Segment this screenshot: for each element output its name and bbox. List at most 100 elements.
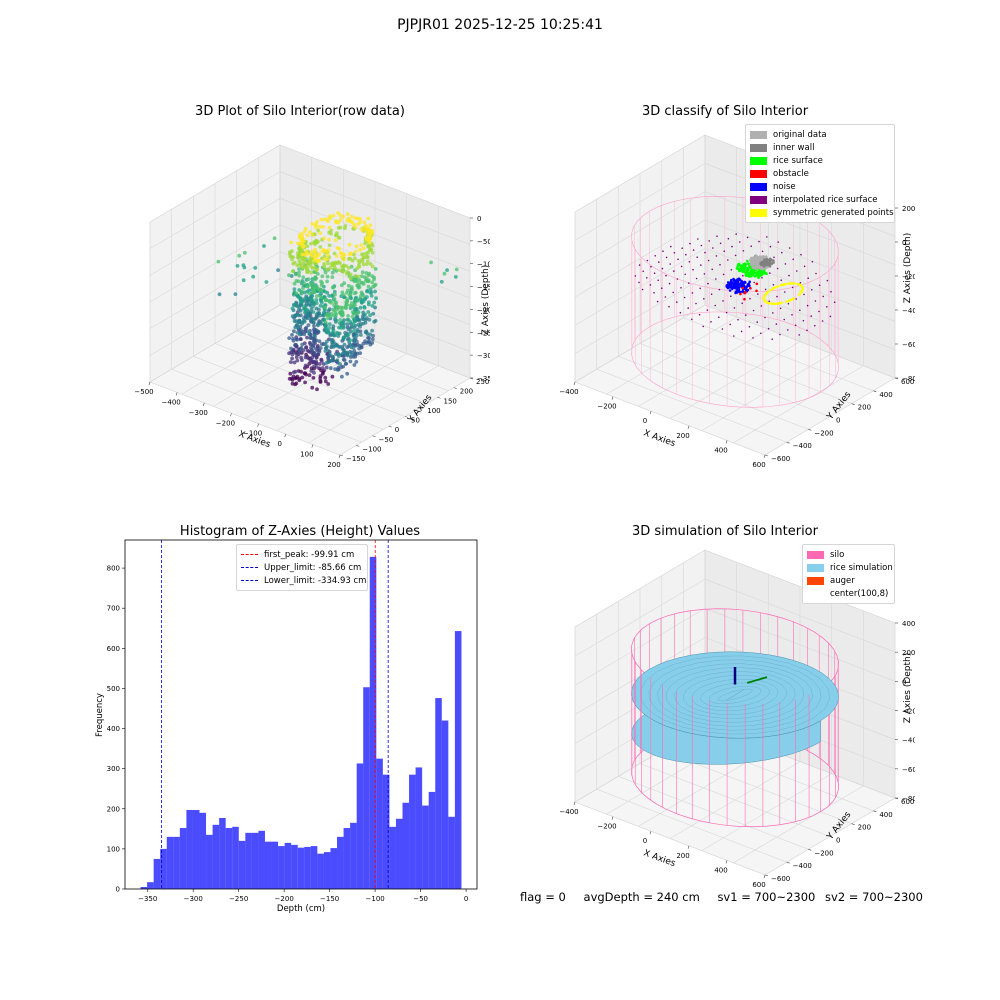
legend-entry: inner wall [750,141,890,154]
data-point [310,385,315,390]
data-point [307,291,312,296]
data-point [339,311,344,316]
data-point [321,310,326,315]
histogram-bar [376,758,383,889]
original-point [755,261,759,265]
interpolated-point [691,292,694,294]
legend-swatch [807,576,824,585]
z-tick-label: 0 [902,678,906,686]
data-point [300,256,305,260]
data-point [305,266,309,270]
rice-surface-point [753,275,756,278]
data-point [333,342,338,347]
x-tick-label: −350 [138,895,157,903]
noise-point [735,291,739,294]
data-point [216,259,221,264]
y-tick-label: 0 [116,886,120,894]
y-tick-label: 400 [879,391,892,399]
data-point [295,241,300,246]
interpolated-point [750,245,752,247]
legend-label: noise [773,181,796,192]
interpolated-point [700,244,703,247]
data-point [301,275,306,280]
data-point [242,250,247,255]
data-point [338,318,343,322]
histogram-bar [317,853,324,889]
y-tick-label: 100 [107,845,120,853]
data-point [298,348,302,353]
data-point [339,308,344,313]
data-point [318,245,323,249]
data-point [351,278,356,282]
panel2-title: 3D classify of Silo Interior [641,104,809,119]
data-point [315,344,320,348]
inner-wall-point [772,261,775,264]
panel3-title: Histogram of Z-Axies (Height) Values [179,524,421,539]
rice-mesh-line [683,675,787,715]
data-point [342,358,347,362]
y-tick-label: −400 [793,862,812,870]
data-point [317,225,322,229]
data-point [316,312,321,316]
interpolated-point [752,309,755,312]
data-point [346,283,351,288]
data-point [359,243,364,247]
inner-wall-point [768,261,771,265]
status-avg-depth: avgDepth = 240 cm [583,890,700,904]
interpolated-point [830,290,832,293]
legend-entry: interpolated rice surface [750,193,890,206]
data-point [361,341,366,346]
z-tick-label: −50 [477,238,490,246]
panel1-title: 3D Plot of Silo Interior(row data) [195,104,405,119]
data-point [309,342,314,347]
z-tick-label: −800 [902,375,915,383]
data-point [329,358,333,363]
interpolated-point [664,296,667,298]
data-point [312,289,316,293]
symmetric-point [801,285,804,289]
data-point [328,265,333,270]
x-tick-label: −200 [597,823,616,831]
data-point [292,287,297,292]
data-point [373,267,378,271]
z-tick-label: −350 [477,375,490,383]
data-point [370,304,375,308]
data-point [357,278,362,282]
interpolated-point [798,334,800,336]
data-point [367,230,372,234]
interpolated-point [739,241,741,243]
data-point [309,307,314,311]
histogram-bar [153,858,161,889]
data-point [342,252,346,257]
symmetric-point [771,287,775,290]
z-tick-label: 200 [902,649,915,657]
data-point [300,243,305,247]
data-point [345,297,349,301]
histogram-bar [356,763,364,889]
data-point [316,228,320,233]
symmetric-point [769,288,772,292]
interpolated-point [772,284,775,286]
x-tick-label: −400 [559,388,578,396]
data-point [334,219,338,224]
data-point [347,293,352,297]
data-point [312,330,317,335]
data-point [335,358,340,363]
data-point [318,231,323,235]
interpolated-point [815,272,817,275]
data-point [338,213,343,218]
interpolated-point [799,282,802,284]
data-point [330,275,335,279]
histogram-bar [206,834,213,889]
data-point [323,289,327,294]
interpolated-point [776,267,779,270]
data-point [352,337,357,342]
data-point [370,337,375,342]
data-point [368,313,372,318]
y-tick-label: 600 [107,645,120,653]
legend-label: obstacle [773,168,809,179]
legend-label: symmetric generated points [773,207,894,218]
interpolated-point [818,310,820,313]
data-point [293,343,297,347]
histogram-bar [402,802,410,889]
